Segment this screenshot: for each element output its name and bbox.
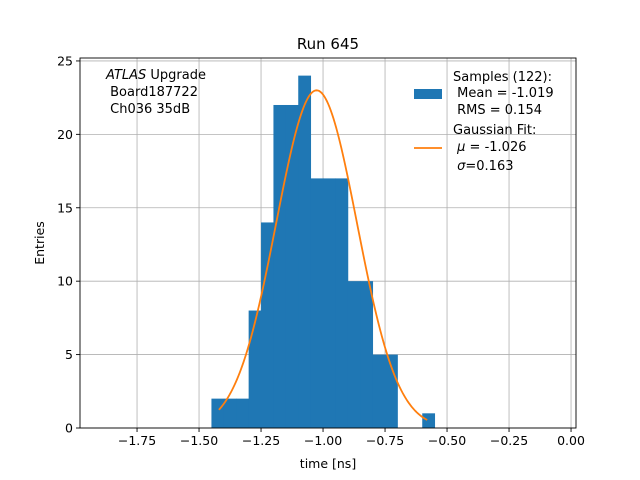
histogram-bar xyxy=(261,222,274,428)
plot-frame xyxy=(79,57,577,429)
y-tick-label: 20 xyxy=(57,127,73,142)
histogram-bar xyxy=(347,281,361,428)
histogram-bar xyxy=(310,178,324,428)
x-tick-label: −0.75 xyxy=(366,433,404,448)
x-tick-label: −0.50 xyxy=(428,433,466,448)
legend-samples-line-3: RMS = 0.154 xyxy=(453,103,542,118)
legend-mu-value: = -1.026 xyxy=(465,140,526,155)
histogram-bar xyxy=(273,104,287,428)
y-axis-ticks: 0 5 10 15 20 25 xyxy=(57,53,80,436)
legend-sigma-value: =0.163 xyxy=(465,159,513,174)
x-tick-label: −1.75 xyxy=(118,433,156,448)
histogram-bar xyxy=(360,281,374,428)
x-tick-label: 0.00 xyxy=(557,433,585,448)
x-tick-label: −1.50 xyxy=(180,433,218,448)
histogram-bar xyxy=(323,178,336,428)
legend-fit-line-1: Gaussian Fit: xyxy=(453,123,536,138)
annotation-box: ATLAS Upgrade Board187722 Ch036 35dB xyxy=(105,68,206,117)
y-tick-label: 5 xyxy=(65,347,73,362)
legend-fit-line-3: σ=0.163 xyxy=(453,159,514,174)
legend-mu-symbol: μ xyxy=(456,140,465,155)
histogram-bar xyxy=(285,104,299,428)
histogram-bar xyxy=(236,398,250,428)
gaussian-fit xyxy=(218,89,428,421)
annotation-upgrade: Upgrade xyxy=(146,68,206,83)
legend-samples-line-2: Mean = -1.019 xyxy=(453,86,554,101)
histogram-bar xyxy=(223,398,237,428)
y-tick-label: 15 xyxy=(57,200,73,215)
histogram-bar xyxy=(211,398,225,428)
annotation-line-2: Board187722 xyxy=(106,85,198,100)
x-axis-label: time [ns] xyxy=(300,456,356,471)
histogram-bar xyxy=(422,413,436,428)
legend-samples-line-1: Samples (122): xyxy=(453,70,552,85)
gaussian-fit-curve xyxy=(218,89,428,421)
histogram-bar xyxy=(385,354,398,428)
annotation-atlas: ATLAS xyxy=(105,68,146,83)
legend-fit-line-2: μ = -1.026 xyxy=(453,140,527,155)
annotation-line-1: ATLAS Upgrade xyxy=(105,68,206,83)
y-axis-label: Entries xyxy=(32,221,47,265)
histogram-bar xyxy=(248,310,262,428)
legend-samples-swatch xyxy=(414,89,442,99)
chart-title: Run 645 xyxy=(297,35,359,53)
legend: Samples (122): Mean = -1.019 RMS = 0.154… xyxy=(414,70,554,174)
x-tick-label: −0.25 xyxy=(490,433,528,448)
histogram-bar xyxy=(298,75,312,428)
histogram-bar xyxy=(372,354,386,428)
legend-sigma-symbol: σ xyxy=(457,159,466,174)
x-axis-ticks: −1.75 −1.50 −1.25 −1.00 −0.75 −0.50 −0.25 0.00 xyxy=(118,428,585,448)
annotation-line-3: Ch036 35dB xyxy=(106,102,190,117)
y-tick-label: 25 xyxy=(57,53,73,68)
histogram-bar xyxy=(335,178,349,428)
x-tick-label: −1.25 xyxy=(242,433,280,448)
y-tick-label: 0 xyxy=(65,421,73,436)
y-tick-label: 10 xyxy=(57,274,73,289)
x-tick-label: −1.00 xyxy=(304,433,342,448)
